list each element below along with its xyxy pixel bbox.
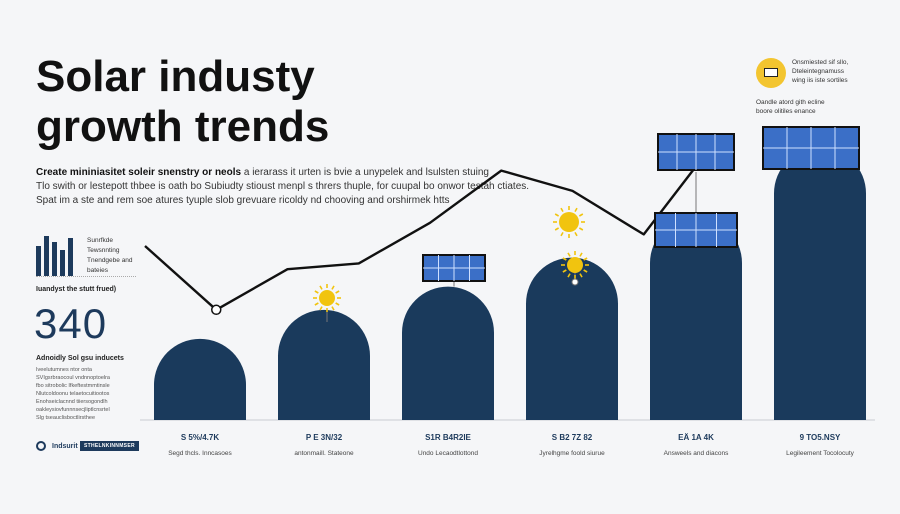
intro-lead: Create mininiasitet soleir snenstry or n… xyxy=(36,167,242,178)
bar xyxy=(774,147,866,420)
legend-line: Onsmiested sif sllo, xyxy=(792,59,849,66)
intro-line-3: Spat im a ste and rem soe atures tyuple … xyxy=(36,195,450,206)
legend-line: Dteleintegnamuss xyxy=(792,68,845,75)
bar xyxy=(526,257,618,420)
mini-bars-icon xyxy=(36,236,73,276)
bar xyxy=(650,217,742,420)
mini-label: Tnendgebe and xyxy=(87,257,133,264)
category-code: S1R B4R2IE xyxy=(425,433,471,442)
footer-logo: Indsurit xyxy=(36,441,78,451)
big-stat-number: 340 xyxy=(34,300,108,347)
solar-panel-icon xyxy=(654,212,738,248)
mini-label: bateies xyxy=(87,267,108,274)
category-label: S 5%/4.7K Segd thcls. Inncasoes xyxy=(140,433,260,457)
trend-marker xyxy=(571,278,579,286)
bar xyxy=(402,286,494,420)
stat-caption: Iuandyst the stutt frued) xyxy=(36,286,117,293)
category-caption: Segd thcls. Inncasoes xyxy=(168,450,232,457)
sun-icon xyxy=(313,284,341,312)
stat-note: Slg tseauclisboctlirsthee xyxy=(36,415,96,421)
intro-line-2: Tlo swith or lestepott thbee is oath bo … xyxy=(36,181,530,192)
category-label: P E 3N/32 antonmaill. Stateone xyxy=(264,433,384,457)
stat-note: fbo sitrobolic Ifkeftestmmtinsle xyxy=(36,383,110,389)
stat-note: Enohseiclacnnd tiiersogondlh xyxy=(36,399,108,405)
category-label: 9 TO5.NSY Legileement Tocolocuty xyxy=(760,433,880,457)
legend: Onsmiested sif sllo, Dteleintegnamuss wi… xyxy=(756,58,876,116)
category-label: S1R B4R2IE Undo Lecaodtlottond xyxy=(388,433,508,457)
category-caption: antonmaill. Stateone xyxy=(294,450,354,457)
legend-desc: boore olitiles enance xyxy=(756,108,816,115)
legend-desc: Oandle atord gith ecline xyxy=(756,99,825,106)
mini-bar-chart: Sunrfkde Tewsnnting Tnendgebe and bateie… xyxy=(36,236,133,276)
sun-icon xyxy=(561,251,589,279)
sun-badge-icon xyxy=(756,58,786,88)
stat-subtitle: Adnoidly Sol gsu inducets xyxy=(36,355,124,362)
stat-notes: Iveelutumnes ntor onta SVIgsrbraocoul vn… xyxy=(36,366,146,422)
category-caption: Legileement Tocolocuty xyxy=(786,450,854,457)
category-label: EÄ 1A 4K Answeels and diacons xyxy=(636,433,756,457)
category-code: EÄ 1A 4K xyxy=(678,433,714,442)
bar xyxy=(154,338,246,420)
mini-label: Sunrfkde xyxy=(87,237,114,244)
category-caption: Undo Lecaodtlottond xyxy=(418,450,478,457)
category-caption: Answeels and diacons xyxy=(663,450,729,457)
category-code: 9 TO5.NSY xyxy=(799,433,841,442)
mini-label: Tewsnnting xyxy=(87,247,120,254)
intro-text: Create mininiasitet soleir snenstry or n… xyxy=(36,166,530,208)
trend-line xyxy=(144,140,716,311)
solar-panel-icon xyxy=(657,133,735,171)
category-code: P E 3N/32 xyxy=(305,433,343,442)
category-code: S B2 7Z 82 xyxy=(551,433,593,442)
page-title: Solar industy growth trends xyxy=(36,52,330,151)
trend-marker xyxy=(211,304,222,316)
stat-note: SVIgsrbraocoul vndnnoptoelra xyxy=(36,375,110,381)
divider xyxy=(36,276,136,277)
footer-badge: STHELNKINNMSER xyxy=(80,441,139,451)
category-code: S 5%/4.7K xyxy=(180,433,220,442)
logo-icon xyxy=(36,441,46,451)
solar-panel-icon xyxy=(422,254,486,282)
category-caption: Jyrelhgme foold siurue xyxy=(539,450,605,457)
solar-panel-icon xyxy=(762,126,860,170)
stat-note: oakleysiovfunnnsecjliptlcnsrtel xyxy=(36,407,110,413)
sun-icon xyxy=(553,206,585,238)
bar xyxy=(278,309,370,420)
stat-note: Iveelutumnes ntor onta xyxy=(36,367,92,373)
intro-lead-rest: a ierarass it urten is bvie a unypelek a… xyxy=(241,167,489,178)
stat-note: Nlutcoldoonu telaetocuitiootos xyxy=(36,391,110,397)
logo-text: Indsurit xyxy=(52,442,78,450)
category-label: S B2 7Z 82 Jyrelhgme foold siurue xyxy=(512,433,632,457)
legend-line: wing iis iste sortiles xyxy=(792,77,848,84)
